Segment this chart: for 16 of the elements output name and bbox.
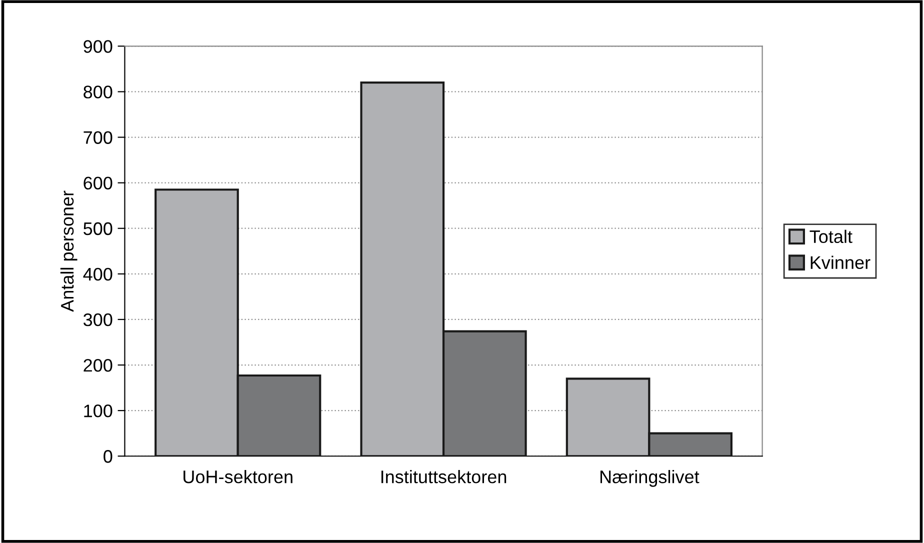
- y-tick-label: 400: [83, 268, 112, 281]
- y-tick-label: 800: [84, 86, 112, 98]
- y-tick-label: 500: [84, 222, 112, 236]
- y-tick-label: 0: [104, 450, 112, 463]
- y-tick-label: 900: [84, 40, 112, 53]
- x-tick-label: Næringslivet: [600, 470, 700, 487]
- y-tick-label: 300: [84, 313, 112, 326]
- y-tick-label: 600: [84, 176, 112, 190]
- x-tick-label: UoH-sektoren: [184, 470, 292, 484]
- y-tick-label: 100: [84, 404, 112, 418]
- x-tick-label: Instituttsektoren: [381, 470, 506, 484]
- legend-label: Totalt: [810, 230, 852, 244]
- y-tick-label: 700: [84, 131, 112, 144]
- y-tick-label: 200: [84, 358, 112, 372]
- legend-label: Kvinner: [810, 256, 870, 270]
- y-axis-title: Antall personer: [60, 190, 78, 312]
